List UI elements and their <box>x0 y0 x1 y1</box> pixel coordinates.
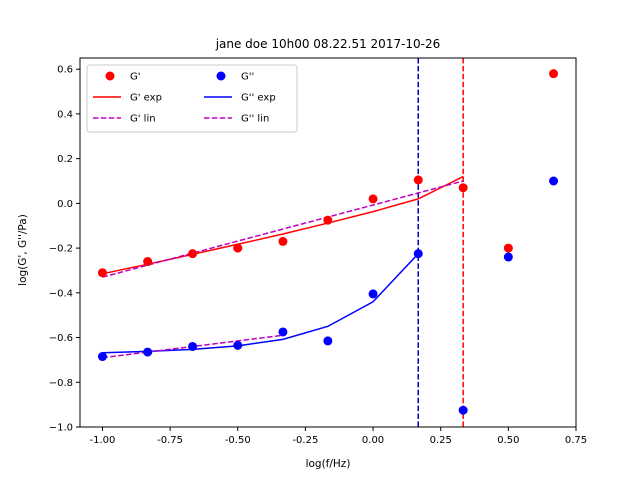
y-axis-label: log(G', G''/Pa) <box>17 214 29 286</box>
x-axis-ticks: -1.00 -0.75 -0.50 -0.25 0.00 0.25 0.50 0.75 <box>90 427 587 446</box>
data-point-s1-2 <box>188 341 198 351</box>
legend: G' G' exp G' lin G'' G'' exp G'' lin <box>86 64 298 133</box>
legend-label-4: G'' exp <box>241 93 276 104</box>
x-tick-label-5: 0.25 <box>430 435 452 446</box>
data-point-s0-8 <box>458 183 468 193</box>
data-point-s0-3 <box>233 243 243 253</box>
y-tick-label-5: 0.0 <box>57 199 73 210</box>
x-tick-label-1: -0.75 <box>157 435 183 446</box>
data-point-s1-3 <box>233 340 243 350</box>
legend-label-0: G' <box>130 72 141 83</box>
legend-marker-3 <box>216 71 226 81</box>
data-point-s1-0 <box>97 352 107 362</box>
x-tick-label-2: -0.50 <box>225 435 251 446</box>
data-point-s1-1 <box>143 347 153 357</box>
series-line-2 <box>102 175 464 275</box>
data-point-s1-9 <box>503 252 513 262</box>
legend-box <box>86 64 298 133</box>
data-point-s0-0 <box>97 268 107 278</box>
data-point-s0-7 <box>413 175 423 185</box>
x-tick-label-7: 0.75 <box>565 435 587 446</box>
data-point-s1-4 <box>278 327 288 337</box>
x-axis-label: log(f/Hz) <box>306 458 351 470</box>
y-tick-label-4: −0.2 <box>49 244 73 255</box>
x-tick-label-3: -0.25 <box>292 435 318 446</box>
y-tick-label-3: −0.4 <box>49 288 73 299</box>
legend-label-2: G' lin <box>130 114 156 125</box>
data-point-s0-6 <box>368 194 378 204</box>
data-point-s0-5 <box>323 215 333 225</box>
data-point-s0-4 <box>278 236 288 246</box>
data-point-s1-7 <box>413 249 423 259</box>
y-tick-label-8: 0.6 <box>57 65 73 76</box>
data-point-s0-2 <box>188 249 198 259</box>
data-point-s0-1 <box>143 257 153 267</box>
x-tick-label-6: 0.50 <box>497 435 519 446</box>
plot-frame <box>79 57 577 428</box>
plot-area <box>97 58 559 427</box>
data-point-s0-10 <box>549 69 559 79</box>
data-point-s1-6 <box>368 289 378 299</box>
data-point-s1-10 <box>549 176 559 186</box>
y-tick-label-1: −0.8 <box>49 378 73 389</box>
x-tick-label-0: -1.00 <box>90 435 116 446</box>
data-point-s1-5 <box>323 336 333 346</box>
series-line-3 <box>102 253 419 354</box>
data-point-s0-9 <box>503 243 513 253</box>
data-point-s1-8 <box>458 405 468 415</box>
y-tick-label-6: 0.2 <box>57 154 73 165</box>
legend-marker-0 <box>105 71 115 81</box>
chart-title: jane doe 10h00 08.22.51 2017-10-26 <box>215 37 441 51</box>
legend-label-3: G'' <box>241 72 254 83</box>
y-tick-label-0: −1.0 <box>49 423 73 434</box>
y-tick-label-2: −0.6 <box>49 333 73 344</box>
series-line-4 <box>102 180 464 278</box>
legend-label-1: G' exp <box>130 93 162 104</box>
x-tick-label-4: 0.00 <box>362 435 384 446</box>
y-axis-ticks: −1.0 −0.8 −0.6 −0.4 −0.2 0.0 0.2 0.4 0.6 <box>49 65 80 434</box>
y-tick-label-7: 0.4 <box>57 109 73 120</box>
legend-label-5: G'' lin <box>241 114 269 125</box>
